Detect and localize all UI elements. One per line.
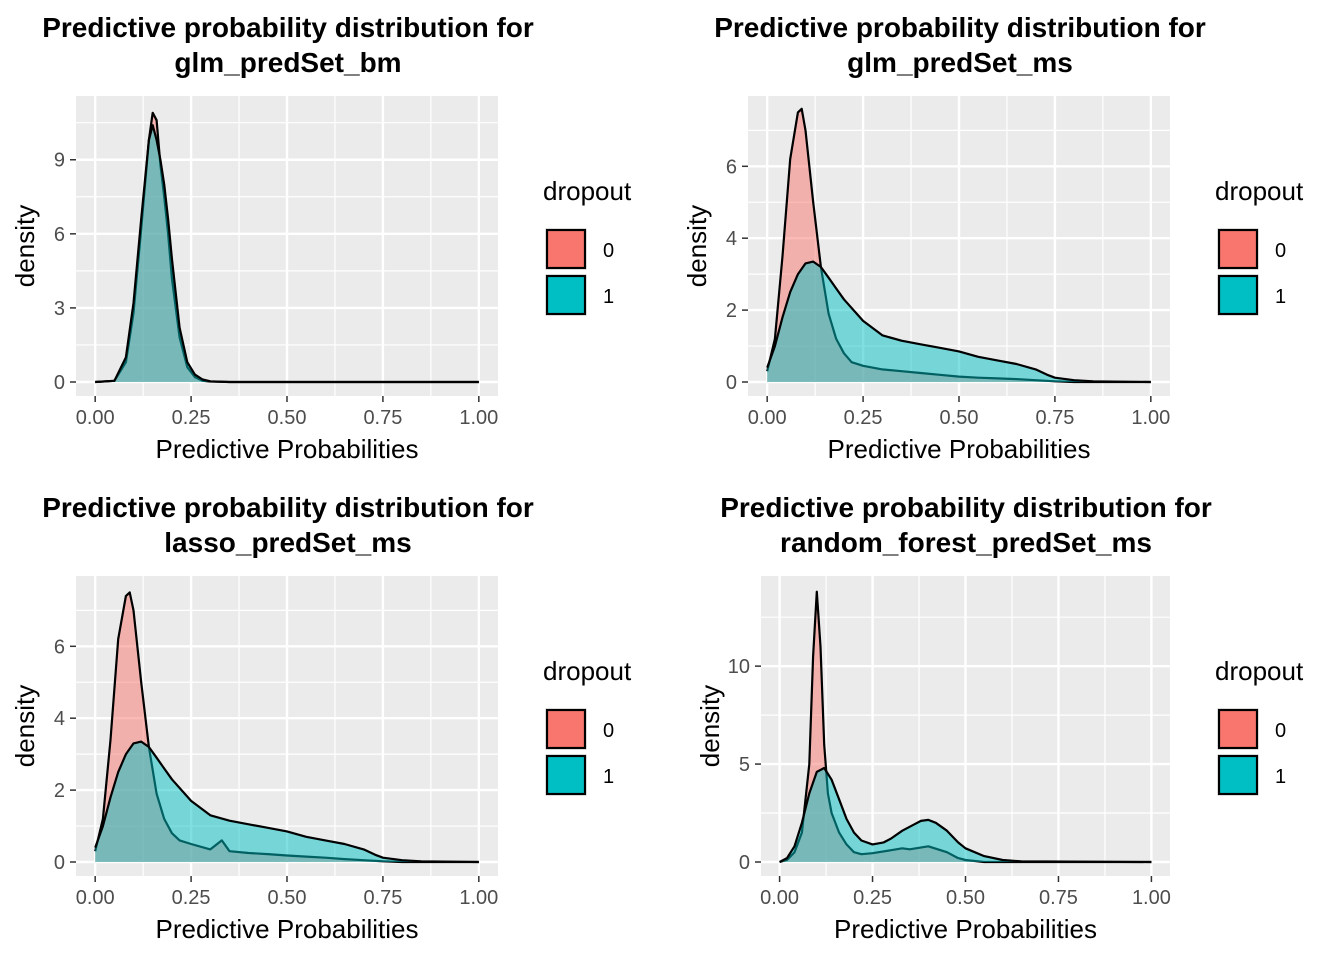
y-tick-label: 10: [728, 656, 750, 678]
x-axis-title: Predictive Probabilities: [155, 434, 418, 464]
legend-title: dropout: [543, 656, 632, 686]
y-tick-label: 0: [739, 852, 750, 874]
x-tick-label: 0.50: [268, 407, 307, 429]
x-tick-label: 0.00: [748, 407, 787, 429]
x-axis-title: Predictive Probabilities: [834, 914, 1097, 944]
density-area-dropout-1: [95, 741, 479, 862]
x-tick-label: 0.50: [946, 887, 985, 909]
legend-swatch-0: [1217, 228, 1259, 270]
density-line-dropout-1: [95, 124, 479, 384]
x-tick-label: 1.00: [1132, 887, 1171, 909]
y-axis-title: density: [695, 685, 725, 767]
x-tick-label: 0.25: [853, 887, 892, 909]
y-axis-title: density: [10, 205, 40, 287]
y-tick-label: 0: [54, 852, 65, 874]
panel-1: Predictive probability distribution for g…: [10, 12, 632, 464]
panel-title-line: Predictive probability distribution for: [42, 12, 534, 43]
legend-label: 0: [1275, 720, 1286, 742]
y-tick-label: 0: [726, 372, 737, 394]
y-tick-label: 3: [54, 298, 65, 320]
density-area-dropout-1: [779, 768, 1152, 862]
legend-title: dropout: [543, 176, 632, 206]
panel-title-line: glm_predSet_ms: [847, 47, 1073, 78]
legend-label: 0: [603, 240, 614, 262]
x-tick-label: 1.00: [459, 887, 498, 909]
x-tick-label: 0.75: [1035, 407, 1074, 429]
x-tick-label: 0.75: [363, 887, 402, 909]
y-axis-title: density: [10, 685, 40, 767]
panel-title-line: Predictive probability distribution for: [720, 492, 1212, 523]
legend-swatch-1: [545, 754, 587, 796]
x-tick-label: 0.25: [172, 887, 211, 909]
y-tick-label: 6: [726, 156, 737, 178]
density-line-dropout-1: [779, 766, 1152, 864]
legend-title: dropout: [1215, 656, 1304, 686]
x-tick-label: 1.00: [459, 407, 498, 429]
panel-4: Predictive probability distribution for r…: [695, 492, 1304, 944]
x-tick-label: 1.00: [1131, 407, 1170, 429]
y-tick-label: 5: [739, 754, 750, 776]
y-tick-label: 0: [54, 372, 65, 394]
panel-title-line: Predictive probability distribution for: [42, 492, 534, 523]
x-axis-title: Predictive Probabilities: [827, 434, 1090, 464]
legend-swatch-0: [545, 228, 587, 270]
x-tick-label: 0.50: [940, 407, 979, 429]
panel-2: Predictive probability distribution for g…: [682, 12, 1304, 464]
legend-swatch-0: [1217, 708, 1259, 750]
y-tick-label: 6: [54, 636, 65, 658]
x-tick-label: 0.75: [363, 407, 402, 429]
x-tick-label: 0.00: [76, 407, 115, 429]
panel-title-line: lasso_predSet_ms: [164, 527, 411, 558]
y-tick-label: 4: [726, 228, 737, 250]
y-tick-label: 9: [54, 150, 65, 172]
x-tick-label: 0.00: [76, 887, 115, 909]
x-tick-label: 0.00: [760, 887, 799, 909]
panel-title-line: Predictive probability distribution for: [714, 12, 1206, 43]
x-tick-label: 0.25: [844, 407, 883, 429]
legend-label: 1: [1275, 766, 1286, 788]
legend-label: 1: [603, 766, 614, 788]
y-tick-label: 2: [54, 780, 65, 802]
legend-label: 1: [1275, 286, 1286, 308]
panel-3: Predictive probability distribution for l…: [10, 492, 632, 944]
legend-label: 1: [603, 286, 614, 308]
x-tick-label: 0.75: [1039, 887, 1078, 909]
legend-label: 0: [1275, 240, 1286, 262]
density-line-dropout-1: [94, 740, 479, 864]
y-tick-label: 6: [54, 224, 65, 246]
x-axis-title: Predictive Probabilities: [155, 914, 418, 944]
legend-swatch-1: [545, 274, 587, 316]
x-tick-label: 0.50: [268, 887, 307, 909]
y-tick-label: 2: [726, 300, 737, 322]
panel-title-line: glm_predSet_bm: [174, 47, 401, 78]
legend-swatch-1: [1217, 754, 1259, 796]
y-tick-label: 4: [54, 708, 65, 730]
x-tick-label: 0.25: [172, 407, 211, 429]
y-axis-title: density: [682, 205, 712, 287]
legend-swatch-1: [1217, 274, 1259, 316]
density-line-dropout-1: [766, 260, 1151, 384]
panel-title-line: random_forest_predSet_ms: [780, 527, 1152, 558]
legend-label: 0: [603, 720, 614, 742]
legend-swatch-0: [545, 708, 587, 750]
density-area-dropout-1: [95, 125, 479, 382]
density-area-dropout-1: [767, 261, 1151, 382]
legend-title: dropout: [1215, 176, 1304, 206]
